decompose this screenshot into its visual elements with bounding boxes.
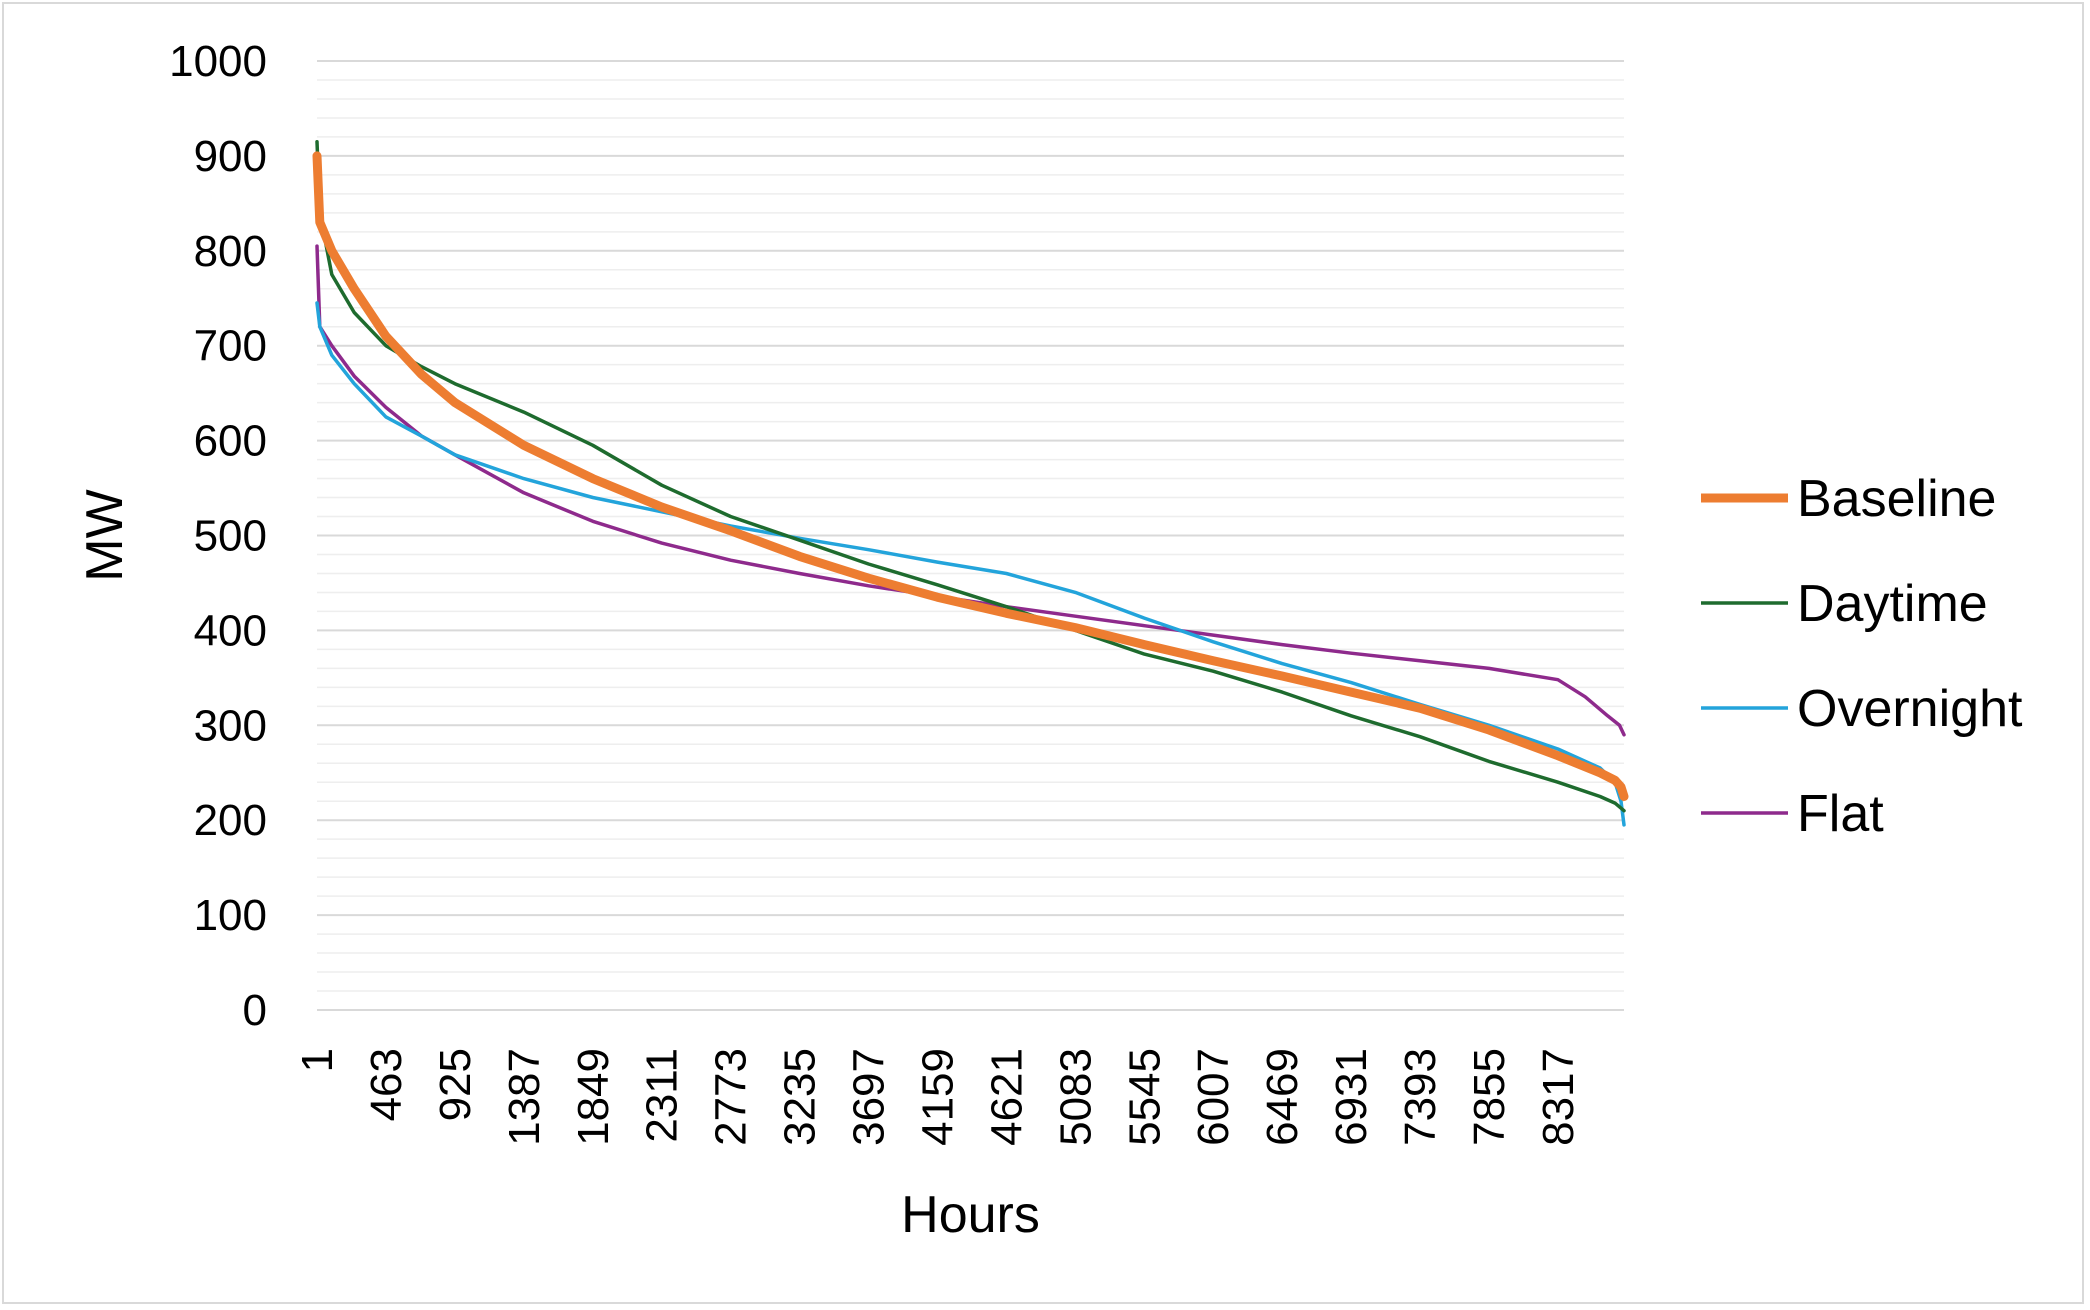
x-tick-label: 5545 xyxy=(1120,1048,1169,1146)
y-axis-title: MW xyxy=(76,489,134,581)
x-tick-label: 1 xyxy=(293,1048,342,1072)
y-tick-label: 400 xyxy=(194,606,267,655)
x-tick-label: 8317 xyxy=(1534,1048,1583,1146)
y-tick-label: 500 xyxy=(194,512,267,561)
series-line-daytime xyxy=(315,139,1626,813)
x-tick-label: 1849 xyxy=(569,1048,618,1146)
x-tick-label: 6931 xyxy=(1327,1048,1376,1146)
legend-label-flat: Flat xyxy=(1797,785,1884,843)
legend-label-baseline: Baseline xyxy=(1797,470,1996,528)
y-axis-ticks: 0 100 200 300 400 500 600 700 800 900 1000 xyxy=(169,37,267,1035)
x-tick-label: 5083 xyxy=(1051,1048,1100,1146)
legend-label-overnight: Overnight xyxy=(1797,680,2023,738)
x-axis-title: Hours xyxy=(901,1186,1040,1244)
x-tick-label: 4621 xyxy=(982,1048,1031,1146)
y-tick-label: 800 xyxy=(194,227,267,276)
x-tick-label: 1387 xyxy=(500,1048,549,1146)
x-tick-label: 3235 xyxy=(776,1048,825,1146)
x-tick-label: 925 xyxy=(431,1048,480,1121)
x-tick-label: 2311 xyxy=(638,1048,687,1143)
legend-label-daytime: Daytime xyxy=(1797,575,1988,633)
series-line-baseline xyxy=(312,151,1629,801)
x-axis-ticks: 1 463 925 1387 1849 2311 2773 3235 3697 4159 4621 5… xyxy=(293,1048,1583,1146)
x-tick-label: 4159 xyxy=(913,1048,962,1146)
x-tick-label: 7855 xyxy=(1465,1048,1514,1146)
y-tick-label: 600 xyxy=(194,417,267,466)
x-tick-label: 6469 xyxy=(1258,1048,1307,1146)
gridlines xyxy=(317,60,1624,992)
series-line-overnight xyxy=(315,301,1626,827)
y-tick-label: 1000 xyxy=(169,37,267,86)
y-tick-label: 300 xyxy=(194,701,267,750)
series-lines xyxy=(312,139,1629,827)
y-tick-label: 200 xyxy=(194,796,267,845)
y-tick-label: 0 xyxy=(243,986,267,1035)
line-chart: 0 100 200 300 400 500 600 700 800 900 1000 1 463 925… xyxy=(76,37,2023,1244)
x-tick-label: 6007 xyxy=(1189,1048,1238,1146)
x-tick-label: 463 xyxy=(362,1048,411,1121)
x-tick-label: 3697 xyxy=(845,1048,894,1146)
x-tick-label: 2773 xyxy=(707,1048,756,1146)
y-tick-label: 900 xyxy=(194,132,267,181)
x-tick-label: 7393 xyxy=(1396,1048,1445,1146)
series-line-flat xyxy=(315,244,1626,737)
y-tick-label: 100 xyxy=(194,891,267,940)
y-tick-label: 700 xyxy=(194,322,267,371)
legend: Baseline Daytime Overnight Flat xyxy=(1701,470,2023,843)
